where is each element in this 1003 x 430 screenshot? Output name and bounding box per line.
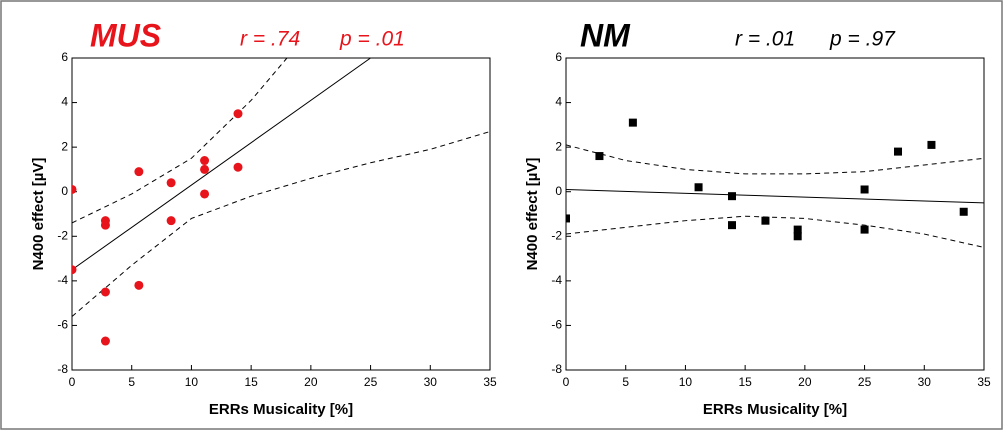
plot-area <box>565 57 985 371</box>
point <box>134 280 144 290</box>
x-axis-label: ERRs Musicality [%] <box>209 401 353 418</box>
point <box>566 214 570 223</box>
point <box>728 221 737 230</box>
y-tick-label: 0 <box>61 184 68 198</box>
chart-title: MUS <box>90 17 162 53</box>
annotation: r = .74 <box>240 28 300 51</box>
y-axis-label: N400 effect [µV] <box>30 158 47 271</box>
y-tick-label: 6 <box>61 50 68 64</box>
y-tick-label: 0 <box>555 184 562 198</box>
x-axis-label: ERRs Musicality [%] <box>703 401 847 418</box>
y-axis-label: N400 effect [µV] <box>524 158 541 271</box>
y-tick-label: -6 <box>551 318 562 332</box>
confidence-band <box>566 144 984 175</box>
point <box>166 216 176 226</box>
y-tick-label: 2 <box>61 139 68 153</box>
plot-content <box>566 118 984 248</box>
confidence-band <box>72 58 288 224</box>
x-tick-label: 20 <box>798 375 812 389</box>
x-tick-label: 30 <box>918 375 932 389</box>
x-tick-label: 25 <box>364 375 378 389</box>
annotation: p = .97 <box>829 28 896 51</box>
point <box>595 152 604 161</box>
plot-content <box>72 58 490 346</box>
y-tick-label: -4 <box>551 273 562 287</box>
point <box>200 189 210 199</box>
x-tick-label: 35 <box>977 375 991 389</box>
point <box>728 192 737 201</box>
y-tick-label: 4 <box>555 95 562 109</box>
x-tick-label: 25 <box>858 375 872 389</box>
y-tick-label: -6 <box>57 318 68 332</box>
annotation: p = .01 <box>339 28 405 51</box>
x-tick-label: 5 <box>622 375 629 389</box>
x-tick-label: 15 <box>244 375 258 389</box>
x-tick-label: 0 <box>69 375 76 389</box>
x-tick-label: 15 <box>738 375 752 389</box>
y-tick-label: 6 <box>555 50 562 64</box>
y-tick-label: -8 <box>551 362 562 376</box>
x-tick-label: 10 <box>679 375 693 389</box>
point <box>894 147 903 156</box>
point <box>860 225 869 234</box>
point <box>166 178 176 188</box>
point <box>72 265 77 275</box>
point <box>860 185 869 194</box>
x-tick-label: 10 <box>185 375 199 389</box>
point <box>927 140 936 149</box>
confidence-band <box>72 131 490 317</box>
fit-line <box>72 58 371 271</box>
point <box>761 216 770 225</box>
point <box>72 184 77 194</box>
point <box>233 162 243 172</box>
y-tick-label: 4 <box>61 95 68 109</box>
chart-title: NM <box>580 17 631 53</box>
point <box>959 207 968 216</box>
x-tick-label: 20 <box>304 375 318 389</box>
point <box>200 164 210 174</box>
plot-area <box>71 57 491 371</box>
x-tick-label: 30 <box>424 375 438 389</box>
point <box>100 336 110 346</box>
point <box>134 167 144 177</box>
point <box>793 232 802 241</box>
point <box>233 109 243 119</box>
fit-line <box>566 188 984 204</box>
confidence-band <box>566 215 984 248</box>
annotation: r = .01 <box>735 28 795 51</box>
point <box>100 220 110 230</box>
x-tick-label: 0 <box>563 375 570 389</box>
y-tick-label: 2 <box>555 139 562 153</box>
y-tick-label: -8 <box>57 362 68 376</box>
x-tick-label: 35 <box>483 375 497 389</box>
point <box>793 225 802 234</box>
y-tick-label: -2 <box>551 228 562 242</box>
y-tick-label: -4 <box>57 273 68 287</box>
x-tick-label: 5 <box>128 375 135 389</box>
point <box>694 183 703 192</box>
point <box>100 287 110 297</box>
point <box>200 156 210 166</box>
point <box>628 118 637 127</box>
y-tick-label: -2 <box>57 228 68 242</box>
